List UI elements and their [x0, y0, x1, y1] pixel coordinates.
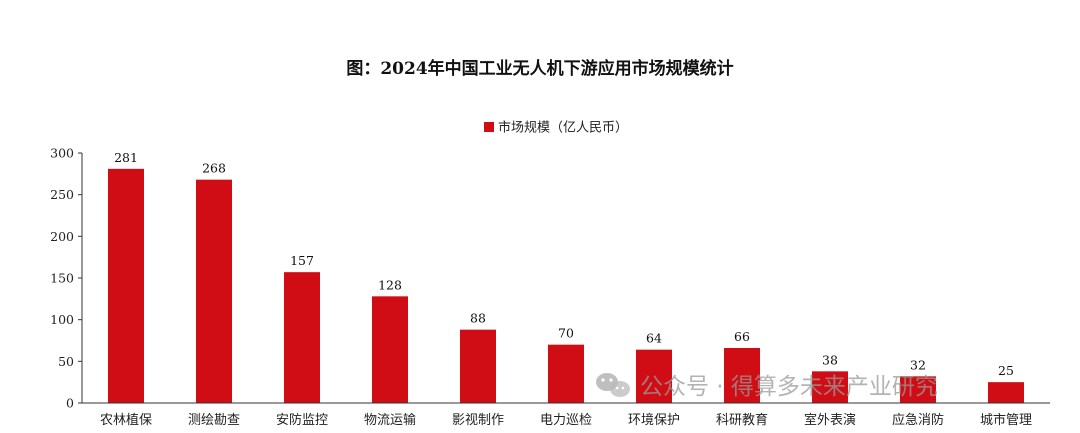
data-label: 38 [822, 352, 838, 367]
y-axis: 0 50 100 150 200 250 300 [50, 146, 83, 411]
bar [812, 371, 848, 403]
bar [724, 348, 760, 403]
data-label: 70 [558, 326, 574, 341]
x-axis: 农林植保 测绘勘查 安防监控 物流运输 影视制作 电力巡检 环境保护 科研教育 室外表演 应急消防… [82, 402, 1050, 428]
bar [372, 296, 408, 403]
legend-swatch [484, 122, 494, 132]
y-tick-label: 200 [50, 229, 74, 244]
y-tick-label: 100 [50, 312, 74, 327]
chart-title: 图：2024年中国工业无人机下游应用市场规模统计 [346, 58, 733, 79]
x-tick-label: 安防监控 [276, 412, 328, 428]
bar [108, 168, 144, 403]
watermark: 公众号 · 得算多未来产业研究 [596, 373, 938, 400]
data-label: 32 [910, 357, 926, 372]
bar [988, 382, 1024, 403]
wechat-icon [596, 373, 630, 397]
x-tick-label: 室外表演 [804, 412, 856, 428]
data-label: 66 [734, 329, 750, 344]
x-tick-label: 科研教育 [716, 412, 768, 428]
data-label: 281 [114, 150, 138, 165]
watermark-text: 公众号 · 得算多未来产业研究 [640, 374, 938, 400]
data-label: 64 [646, 331, 662, 346]
y-tick-label: 300 [50, 146, 74, 161]
bar [548, 344, 584, 403]
x-tick-label: 农林植保 [100, 413, 152, 428]
bar [636, 349, 672, 403]
bar [196, 179, 232, 403]
x-tick-label: 影视制作 [452, 413, 504, 428]
data-label: 88 [470, 311, 486, 326]
bar [900, 376, 936, 403]
x-tick-label: 物流运输 [364, 412, 416, 428]
x-tick-label: 测绘勘查 [188, 413, 240, 428]
y-tick-label: 0 [66, 396, 74, 411]
data-label: 128 [378, 277, 402, 292]
y-tick-label: 150 [50, 271, 74, 286]
legend: 市场规模（亿人民币） [484, 120, 628, 136]
data-label: 157 [290, 253, 314, 268]
y-tick-label: 250 [50, 187, 74, 202]
x-tick-label: 环境保护 [628, 413, 680, 428]
bar [460, 329, 496, 403]
data-label: 268 [202, 161, 226, 176]
value-labels: 281 268 157 128 88 70 64 66 38 32 25 [114, 150, 1014, 378]
x-tick-label: 应急消防 [892, 412, 944, 428]
legend-label: 市场规模（亿人民币） [498, 120, 628, 136]
data-label: 25 [998, 363, 1014, 378]
x-tick-label: 城市管理 [980, 412, 1032, 428]
y-tick-label: 50 [58, 354, 74, 369]
bar [284, 272, 320, 403]
bars [108, 168, 1024, 403]
x-tick-label: 电力巡检 [540, 413, 592, 428]
